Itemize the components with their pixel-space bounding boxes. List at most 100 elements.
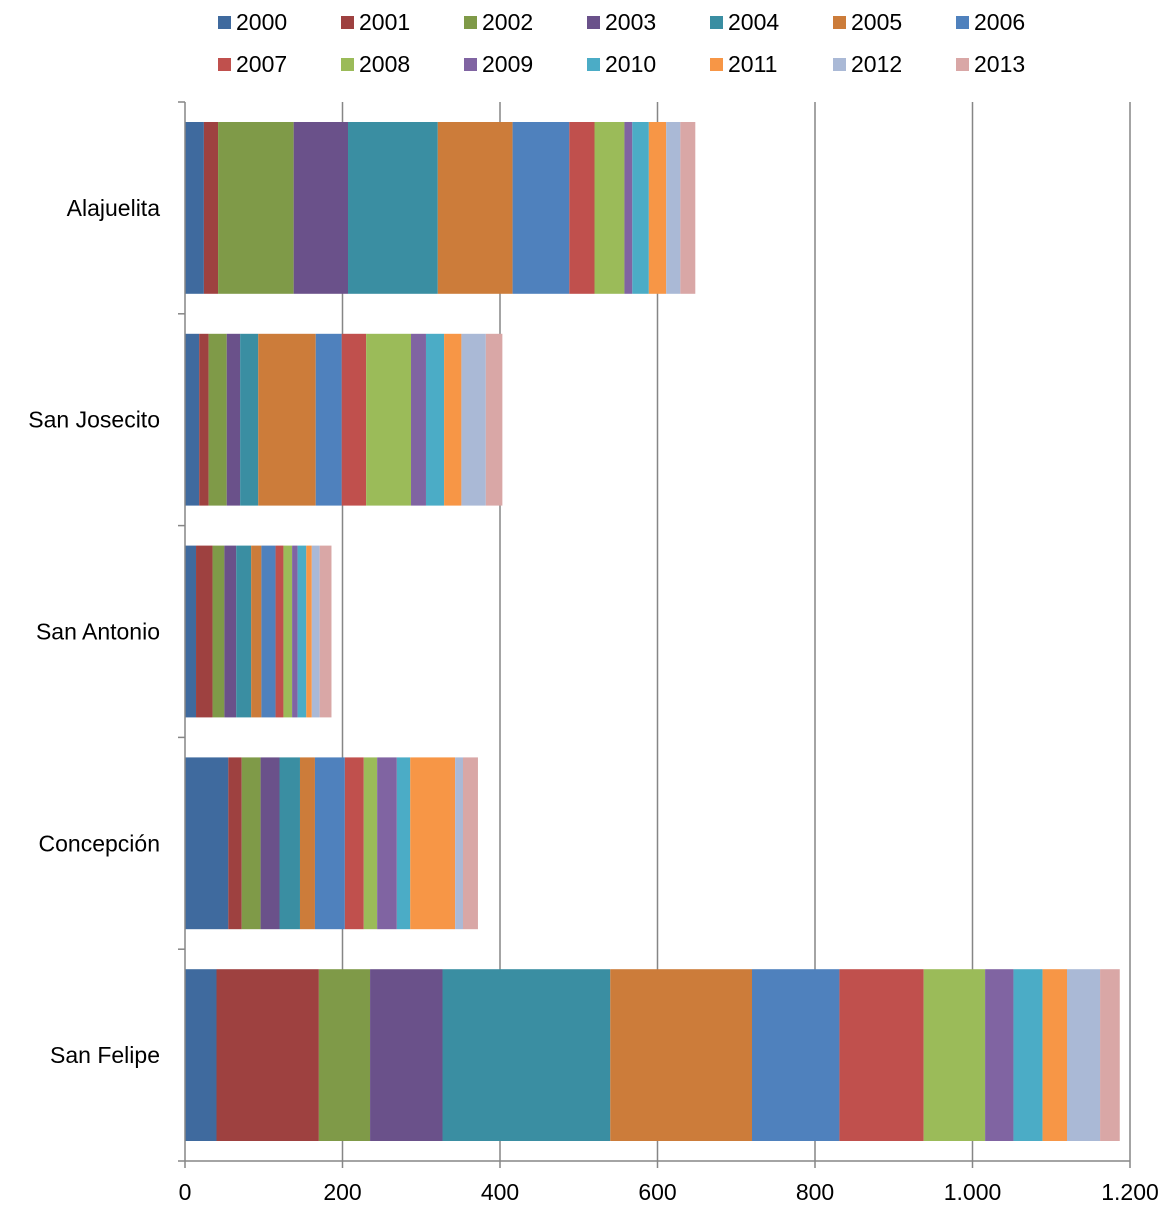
bar-segment-2000-3: [185, 757, 229, 930]
bar-segment-2005-3: [299, 757, 315, 930]
legend-label: 2004: [728, 8, 780, 35]
bar-segment-2001-1: [199, 333, 209, 506]
bar-segment-2007-3: [344, 757, 364, 930]
bar-segment-2006-3: [314, 757, 345, 930]
x-tick-label: 800: [796, 1179, 834, 1205]
bar-segment-2013-4: [1100, 969, 1120, 1141]
bar-segment-2010-1: [425, 333, 445, 506]
legend-item-2001: 2001: [341, 8, 410, 36]
bar-segment-2006-4: [752, 969, 840, 1141]
legend-item-2012: 2012: [833, 50, 902, 78]
bar-segment-2005-0: [437, 122, 513, 294]
bar-segment-2004-0: [348, 122, 438, 294]
bar-segment-2003-0: [293, 122, 349, 294]
legend-swatch: [956, 57, 969, 71]
bar-segment-2000-1: [185, 333, 200, 506]
bar-segment-2011-1: [444, 333, 462, 506]
legend-item-2002: 2002: [464, 8, 533, 36]
legend-swatch: [341, 15, 354, 29]
bar-segment-2007-2: [275, 545, 284, 718]
bar-segment-2004-4: [442, 969, 611, 1141]
bar-segment-2010-3: [396, 757, 411, 930]
bar-segment-2011-0: [648, 122, 667, 294]
bar-segment-2006-2: [261, 545, 276, 718]
bar-segment-2010-2: [297, 545, 307, 718]
bar-segment-2009-2: [292, 545, 298, 718]
legend-label: 2007: [236, 50, 288, 77]
bar-segment-2000-0: [185, 122, 204, 294]
legend-label: 2006: [974, 8, 1026, 35]
bar-segment-2004-3: [279, 757, 300, 930]
legend-label: 2010: [605, 50, 657, 77]
legend-swatch: [833, 57, 846, 71]
legend-item-2000: 2000: [218, 8, 287, 36]
legend-item-2013: 2013: [956, 50, 1025, 78]
bar-segment-2008-2: [283, 545, 293, 718]
bar-segment-2012-4: [1067, 969, 1101, 1141]
bar-segment-2008-1: [366, 333, 412, 506]
bar-segment-2010-0: [632, 122, 649, 294]
bar-segment-2005-1: [258, 333, 316, 506]
bar-segment-2011-3: [410, 757, 456, 930]
bar-segment-2012-0: [666, 122, 681, 294]
bar-segment-2012-3: [455, 757, 463, 930]
legend-item-2010: 2010: [587, 50, 656, 78]
bar-segment-2013-3: [462, 757, 478, 930]
legend-label: 2009: [482, 50, 534, 77]
legend-label: 2008: [359, 50, 411, 77]
bar-segment-2002-2: [212, 545, 225, 718]
bar-segment-2006-0: [512, 122, 570, 294]
bar-segment-2009-3: [377, 757, 397, 930]
category-label: San Josecito: [28, 407, 160, 433]
bar-segment-2003-3: [260, 757, 280, 930]
bar-segment-2011-2: [306, 545, 312, 718]
bar-segment-2000-4: [185, 969, 217, 1141]
legend-item-2008: 2008: [341, 50, 410, 78]
category-label: Concepción: [39, 830, 160, 856]
bar-segment-2009-0: [624, 122, 633, 294]
legend-label: 2011: [728, 50, 778, 77]
bar-segment-2007-1: [341, 333, 367, 506]
bar-segment-2010-4: [1013, 969, 1043, 1141]
category-label: San Antonio: [36, 619, 160, 645]
legend-swatch: [218, 57, 231, 71]
legend-item-2011: 2011: [710, 50, 777, 78]
bar-segment-2003-2: [224, 545, 237, 718]
legend-swatch: [710, 15, 723, 29]
x-tick-label: 1.000: [944, 1179, 1002, 1205]
legend-label: 2001: [359, 8, 411, 35]
bar-segment-2012-2: [311, 545, 320, 718]
bar-segment-2013-0: [680, 122, 696, 294]
bar-segment-2002-3: [241, 757, 261, 930]
bar-segment-2004-1: [240, 333, 259, 506]
x-tick-label: 600: [638, 1179, 676, 1205]
bar-segment-2001-2: [196, 545, 213, 718]
x-tick-label: 1.200: [1101, 1179, 1159, 1205]
bar-segment-2001-0: [203, 122, 219, 294]
bar-segment-2013-2: [319, 545, 332, 718]
legend-label: 2013: [974, 50, 1026, 77]
bar-segment-2008-3: [363, 757, 378, 930]
legend-swatch: [341, 57, 354, 71]
category-label: Alajuelita: [67, 195, 161, 221]
bar-segment-2001-4: [216, 969, 319, 1141]
legend-swatch: [587, 57, 600, 71]
legend-swatch: [956, 15, 969, 29]
legend-item-2004: 2004: [710, 8, 779, 36]
bar-segment-2008-0: [594, 122, 625, 294]
legend-item-2007: 2007: [218, 50, 287, 78]
x-tick-label: 0: [179, 1179, 192, 1205]
legend-item-2006: 2006: [956, 8, 1025, 36]
category-label: San Felipe: [50, 1042, 160, 1068]
legend-item-2003: 2003: [587, 8, 656, 36]
legend-item-2005: 2005: [833, 8, 902, 36]
bar-segment-2009-1: [411, 333, 426, 506]
bar-segment-2004-2: [236, 545, 252, 718]
bar-segment-2009-4: [985, 969, 1014, 1141]
bar-segment-2005-2: [251, 545, 262, 718]
legend-label: 2012: [851, 50, 903, 77]
bar-segment-2003-4: [370, 969, 443, 1141]
bar-segment-2005-4: [610, 969, 752, 1141]
legend-item-2009: 2009: [464, 50, 533, 78]
